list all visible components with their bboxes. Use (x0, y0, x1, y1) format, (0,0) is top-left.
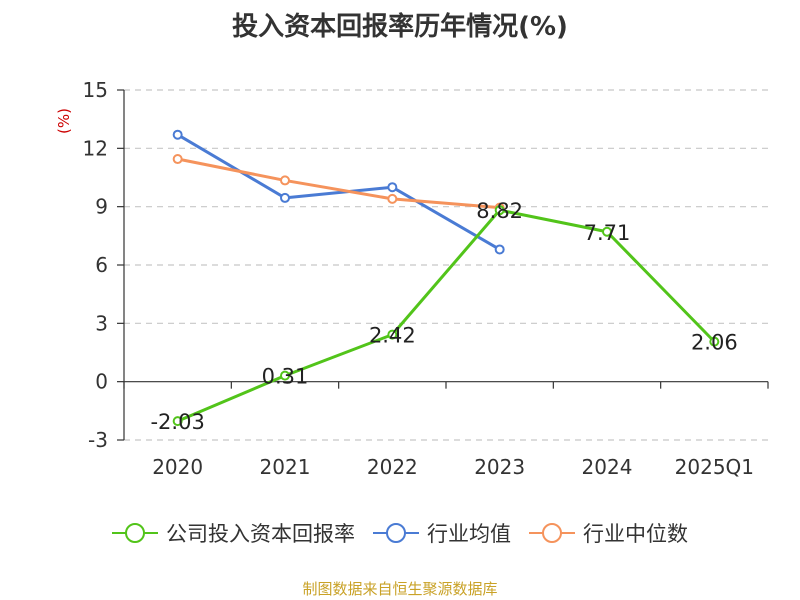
data-point-0 (172, 416, 183, 427)
legend-marker-industry-mean (373, 523, 419, 543)
y-tick-label: 12 (83, 136, 108, 160)
y-tick-label: 15 (83, 78, 108, 102)
legend-item-industry-median[interactable]: 行业中位数 (529, 518, 688, 548)
legend-marker-company (112, 523, 158, 543)
legend-label-company: 公司投入资本回报率 (166, 522, 355, 546)
data-point-2 (280, 175, 290, 186)
series-line-2 (177, 157, 500, 210)
y-tick-label: 6 (95, 253, 108, 277)
x-tick-label: 2024 (582, 455, 633, 479)
series-line-0 (177, 208, 716, 423)
legend-label-industry-median: 行业中位数 (583, 522, 688, 546)
data-source: 制图数据来自恒生聚源数据库 (302, 580, 498, 598)
legend: 公司投入资本回报率 行业均值 行业中位数 (0, 518, 800, 548)
data-label: 7.71 (584, 221, 631, 245)
data-point-1 (172, 129, 183, 140)
data-point-1 (387, 182, 398, 193)
data-label: 2.06 (691, 331, 738, 355)
y-tick-label: 3 (95, 311, 108, 335)
data-point-0 (280, 370, 290, 381)
data-label: 8.82 (476, 199, 523, 223)
data-label: 2.42 (369, 324, 416, 348)
x-tick-label: 2022 (367, 455, 418, 479)
legend-label-industry-mean: 行业均值 (427, 522, 511, 546)
legend-marker-industry-median (529, 523, 575, 543)
y-tick-label: -3 (88, 428, 108, 452)
data-label: -2.03 (150, 410, 204, 434)
y-tick-label: 9 (95, 195, 108, 219)
data-point-0 (709, 336, 720, 347)
x-tick-label: 2020 (152, 455, 203, 479)
data-point-1 (494, 244, 505, 255)
data-point-2 (172, 154, 183, 165)
legend-item-company[interactable]: 公司投入资本回报率 (112, 518, 355, 548)
data-point-0 (387, 329, 398, 340)
chart-title: 投入资本回报率历年情况(%) (232, 12, 568, 42)
series-line-1 (176, 133, 501, 251)
x-tick-label: 2023 (474, 455, 525, 479)
x-tick-label: 2025Q1 (675, 455, 754, 479)
data-point-2 (387, 193, 398, 204)
data-point-1 (280, 192, 290, 203)
x-tick-label: 2021 (260, 455, 311, 479)
y-tick-label: 0 (95, 370, 108, 394)
data-label: 0.31 (262, 365, 309, 389)
data-point-0 (494, 205, 505, 216)
data-point-0 (602, 226, 612, 237)
legend-item-industry-mean[interactable]: 行业均值 (373, 518, 511, 548)
